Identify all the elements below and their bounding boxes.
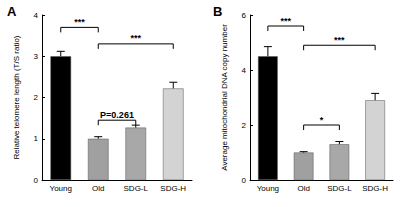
svg-text:A: A [7, 4, 17, 19]
svg-text:2: 2 [34, 93, 39, 102]
svg-text:2: 2 [242, 121, 247, 130]
svg-text:Relative telomere length (T/S: Relative telomere length (T/S ratio) [12, 35, 21, 159]
svg-text:***: *** [130, 33, 141, 43]
svg-text:B: B [213, 4, 222, 19]
svg-text:SDG-H: SDG-H [160, 184, 186, 193]
svg-text:Old: Old [92, 184, 104, 193]
svg-text:3: 3 [34, 52, 39, 61]
svg-text:Young: Young [50, 184, 72, 193]
svg-text:***: *** [74, 17, 85, 27]
svg-text:4: 4 [34, 11, 39, 20]
svg-text:Old: Old [297, 184, 309, 193]
svg-text:1: 1 [34, 134, 39, 143]
svg-text:SDG-L: SDG-L [327, 184, 352, 193]
svg-text:SDG-L: SDG-L [124, 184, 149, 193]
svg-text:4: 4 [242, 66, 247, 75]
svg-text:0: 0 [242, 176, 247, 185]
svg-text:0: 0 [34, 176, 39, 185]
svg-text:Young: Young [257, 184, 279, 193]
svg-text:***: *** [280, 16, 291, 26]
svg-text:***: *** [334, 35, 345, 45]
svg-text:6: 6 [242, 11, 247, 20]
svg-text:P=0.261: P=0.261 [100, 110, 134, 120]
svg-text:SDG-H: SDG-H [362, 184, 388, 193]
svg-text:Average mitochondrial DNA copy: Average mitochondrial DNA copy number [220, 24, 229, 171]
svg-text:*: * [320, 115, 324, 125]
